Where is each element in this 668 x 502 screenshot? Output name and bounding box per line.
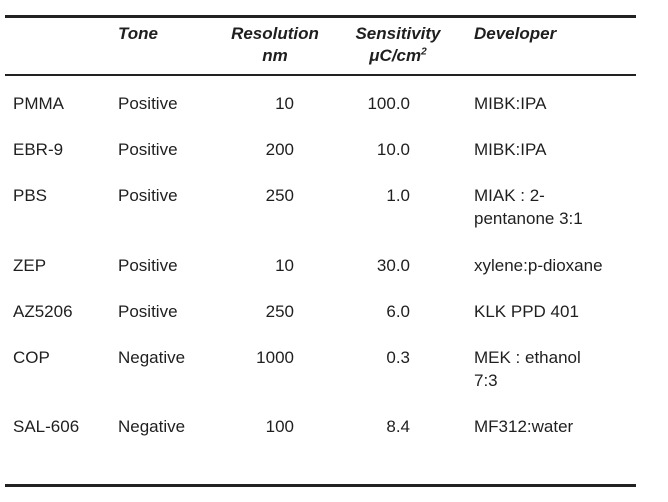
cell-developer: KLK PPD 401	[474, 302, 579, 321]
cell-resolution: 250	[265, 302, 294, 321]
cell-material: EBR-9	[13, 140, 64, 159]
cell-developer: MIBK:IPA	[474, 94, 547, 113]
cell-tone: Positive	[118, 302, 178, 321]
cell-developer: MIBK:IPA	[474, 140, 547, 159]
header-sensitivity: Sensitivity μC/cm2	[347, 23, 449, 67]
cell-tone: Positive	[118, 256, 178, 275]
header-resolution: Resolution nm	[224, 23, 326, 67]
header-sensitivity-unit: μC/cm2	[347, 45, 449, 67]
cell-resolution: 200	[265, 140, 294, 159]
bottom-rule	[5, 484, 636, 487]
cell-developer-continued: 7:3	[474, 371, 498, 390]
header-tone: Tone	[118, 24, 158, 43]
cell-sensitivity: 100.0	[367, 94, 410, 113]
header-sensitivity-label: Sensitivity	[355, 24, 441, 43]
header-sensitivity-unit-text: μC/cm	[369, 46, 422, 65]
header-rule	[5, 74, 636, 76]
cell-material: COP	[13, 348, 50, 367]
cell-material: SAL-606	[13, 417, 80, 436]
cell-sensitivity: 30.0	[376, 256, 410, 275]
cell-resolution: 10	[275, 256, 294, 275]
cell-material: PBS	[13, 186, 48, 205]
cell-material: PMMA	[13, 94, 64, 113]
header-resolution-unit: nm	[262, 46, 288, 65]
cell-resolution: 1000	[256, 348, 294, 367]
cell-sensitivity: 10.0	[376, 140, 410, 159]
cell-tone: Negative	[118, 417, 186, 436]
header-resolution-label: Resolution	[231, 24, 319, 43]
cell-sensitivity: 8.4	[386, 417, 410, 436]
cell-sensitivity: 6.0	[386, 302, 410, 321]
cell-developer-continued: pentanone 3:1	[474, 209, 583, 228]
header-sensitivity-superscript: 2	[421, 46, 427, 58]
cell-tone: Positive	[118, 140, 178, 159]
cell-resolution: 10	[275, 94, 294, 113]
cell-resolution: 100	[265, 417, 294, 436]
cell-developer: MEK : ethanol	[474, 348, 581, 367]
cell-resolution: 250	[265, 186, 294, 205]
cell-sensitivity: 1.0	[386, 186, 410, 205]
cell-material: AZ5206	[13, 302, 73, 321]
cell-tone: Positive	[118, 186, 178, 205]
header-developer: Developer	[474, 24, 557, 43]
cell-sensitivity: 0.3	[386, 348, 410, 367]
cell-developer: xylene:p-dioxane	[474, 256, 603, 275]
cell-developer: MIAK : 2-	[474, 186, 545, 205]
cell-tone: Negative	[118, 348, 186, 367]
top-rule	[5, 15, 636, 18]
cell-developer: MF312:water	[474, 417, 574, 436]
cell-tone: Positive	[118, 94, 178, 113]
cell-material: ZEP	[13, 256, 47, 275]
